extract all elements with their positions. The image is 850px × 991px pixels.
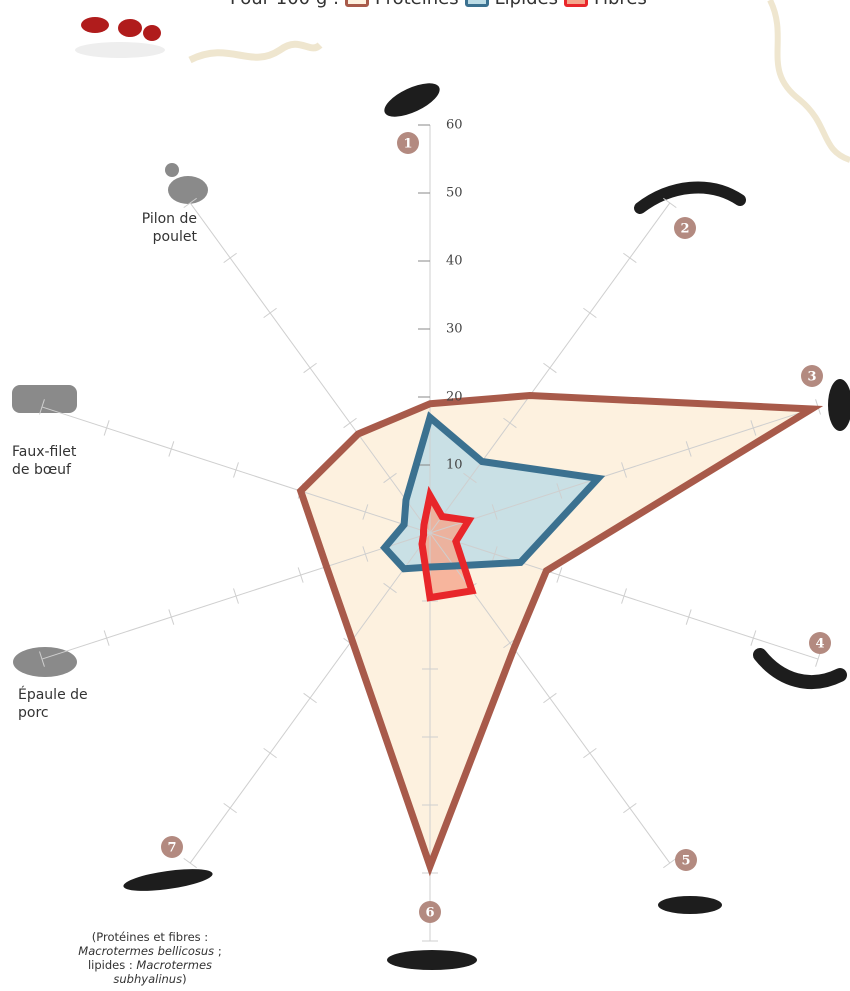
tick-mark [583, 748, 596, 757]
tick-label: 50 [446, 186, 463, 201]
tick-mark [104, 420, 109, 435]
tick-mark [169, 609, 174, 624]
beetle-icon [828, 379, 850, 431]
tick-mark [304, 693, 317, 702]
legend-label: Protéines [375, 0, 459, 9]
tick-mark [264, 748, 277, 757]
note-species: Macrotermes bellicosus [78, 944, 214, 958]
tick-mark [663, 858, 676, 867]
legend-label: Lipides [495, 0, 558, 9]
larva-icon [640, 188, 740, 208]
tick-mark [344, 418, 357, 427]
tick-mark [224, 253, 237, 262]
tick-label: 20 [446, 390, 463, 405]
series-area [301, 396, 812, 867]
chart: 10 20 30 40 50 60 1 2 3 4 5 6 7 [0, 0, 850, 991]
squiggle [190, 44, 320, 60]
category-label: 4 [815, 637, 824, 652]
category-label: 3 [807, 370, 816, 385]
tick-label: 10 [446, 458, 463, 473]
tick-mark [751, 630, 756, 645]
tick-mark [184, 858, 197, 867]
squiggle [770, 0, 850, 160]
tick-mark [169, 441, 174, 456]
ant-icon [118, 19, 142, 37]
category-label: Faux-filet de bœuf [12, 443, 82, 479]
ant-shadow [75, 42, 165, 58]
tick-mark [234, 462, 239, 477]
larva-icon [760, 655, 840, 682]
legend-label: Fibres [594, 0, 647, 9]
tick-mark [543, 693, 556, 702]
tick-mark [264, 308, 277, 317]
note-text: (Protéines et fibres : [92, 930, 208, 944]
tick-mark [543, 363, 556, 372]
category-label: 5 [681, 854, 690, 869]
tick-label: 30 [446, 322, 463, 337]
category-label: 1 [403, 137, 412, 152]
cow-icon [12, 385, 77, 413]
tick-mark [622, 588, 627, 603]
pig-icon [13, 647, 77, 677]
legend-swatch [465, 0, 489, 7]
legend-swatch [345, 0, 369, 7]
tick-mark [104, 630, 109, 645]
tick-label: 60 [446, 118, 463, 133]
legend: Pour 100 g : Protéines Lipides Fibres [230, 0, 647, 9]
grasshopper-icon [387, 950, 477, 970]
ant-icon [143, 25, 161, 41]
category-label: 6 [425, 906, 434, 921]
termite-icon [122, 865, 214, 895]
ant-icon [81, 17, 109, 33]
note: (Protéines et fibres : Macrotermes belli… [70, 930, 230, 986]
tick-mark [623, 803, 636, 812]
tick-mark [224, 803, 237, 812]
tick-mark [623, 253, 636, 262]
tick-mark [686, 609, 691, 624]
beetle-icon [380, 76, 445, 123]
cricket-icon [658, 896, 722, 914]
tick-mark [583, 308, 596, 317]
category-label: 2 [680, 222, 689, 237]
tick-mark [298, 567, 303, 582]
tick-mark [234, 588, 239, 603]
page: {"chart_data": { "type": "radar", "legen… [0, 0, 850, 991]
tick-mark [304, 363, 317, 372]
chicken-icon [165, 163, 179, 177]
chicken-icon [168, 176, 208, 204]
tick-label: 40 [446, 254, 463, 269]
category-label: Pilon de poulet [105, 210, 197, 246]
legend-swatch [564, 0, 588, 7]
note-text: ) [182, 972, 187, 986]
tick-mark [557, 567, 562, 582]
category-label: Épaule de porc [18, 686, 88, 722]
tick-mark [663, 198, 676, 207]
category-label: 7 [167, 841, 176, 856]
legend-prefix: Pour 100 g : [230, 0, 339, 9]
